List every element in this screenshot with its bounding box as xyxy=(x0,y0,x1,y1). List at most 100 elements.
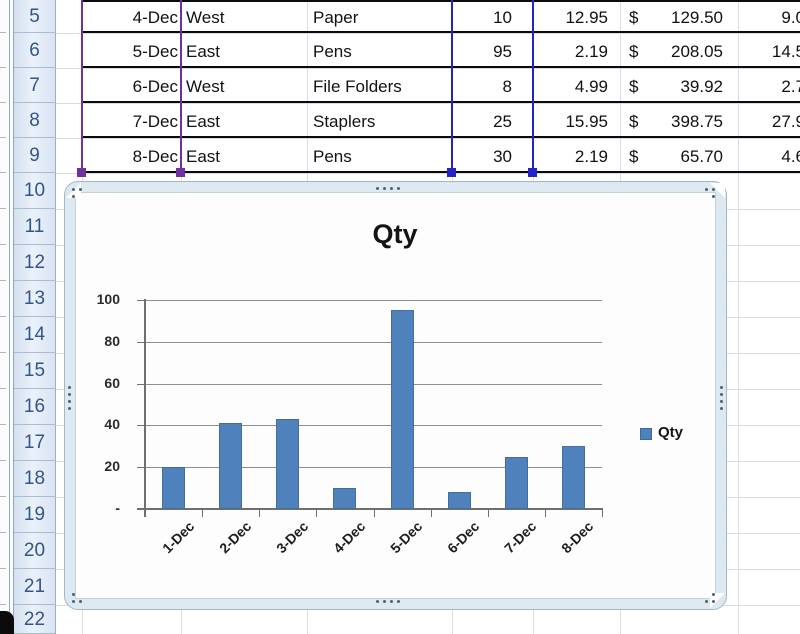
row-header-11[interactable]: 11 xyxy=(14,209,56,245)
cell-price[interactable]: 12.95 xyxy=(565,7,608,27)
row-header-18[interactable]: 18 xyxy=(14,461,56,497)
row-header-12[interactable]: 12 xyxy=(14,245,56,281)
cell-date[interactable]: 6-Dec xyxy=(132,76,178,96)
selection-handle-dot[interactable] xyxy=(712,593,715,596)
cell-qty[interactable]: 95 xyxy=(493,41,512,61)
cell-total[interactable]: 65.70 xyxy=(680,146,723,166)
chart-title[interactable]: Qty xyxy=(372,219,418,249)
cell-date[interactable]: 5-Dec xyxy=(132,41,178,61)
selection-handle-dot[interactable] xyxy=(397,187,400,190)
cell-date[interactable]: 7-Dec xyxy=(132,111,178,131)
row-header-5[interactable]: 5 xyxy=(14,0,56,33)
chart-bar-4-Dec[interactable] xyxy=(333,488,357,509)
chart-bar-3-Dec[interactable] xyxy=(276,419,300,509)
row-header-14[interactable]: 14 xyxy=(14,317,56,353)
legend-label[interactable]: Qty xyxy=(658,424,684,441)
selection-handle-dot[interactable] xyxy=(79,188,82,191)
y-axis-line xyxy=(144,299,146,517)
cell-total[interactable]: 39.92 xyxy=(680,76,723,96)
row-header-19[interactable]: 19 xyxy=(14,497,56,533)
row-header-21[interactable]: 21 xyxy=(14,569,56,605)
cell-qty[interactable]: 25 xyxy=(493,111,512,131)
selection-handle-dot[interactable] xyxy=(68,393,71,396)
selection-handle-dot[interactable] xyxy=(383,600,386,603)
selection-handle-dot[interactable] xyxy=(705,600,708,603)
table-row-border xyxy=(82,0,800,2)
cell-total[interactable]: 398.75 xyxy=(671,111,723,131)
row-header-13[interactable]: 13 xyxy=(14,281,56,317)
cell-region[interactable]: West xyxy=(186,76,225,96)
cell-extra[interactable]: 2.7 xyxy=(781,76,800,96)
selection-handle-dot[interactable] xyxy=(72,593,75,596)
cell-region[interactable]: East xyxy=(186,111,221,131)
cell-date[interactable]: 8-Dec xyxy=(132,146,178,166)
selection-handle-dot[interactable] xyxy=(68,386,71,389)
selection-handle-dot[interactable] xyxy=(68,400,71,403)
selection-handle-dot[interactable] xyxy=(720,407,723,410)
cell-total[interactable]: 129.50 xyxy=(671,7,723,27)
chart-bar-7-Dec[interactable] xyxy=(504,456,528,509)
cell-price[interactable]: 2.19 xyxy=(574,146,608,166)
row-header-17[interactable]: 17 xyxy=(14,425,56,461)
cell-region[interactable]: West xyxy=(186,7,225,27)
row-header-22[interactable]: 22 xyxy=(14,605,56,634)
selection-handle-dot[interactable] xyxy=(705,188,708,191)
cell-price[interactable]: 4.99 xyxy=(574,76,608,96)
cell-date[interactable]: 4-Dec xyxy=(132,7,178,27)
cell-region[interactable]: East xyxy=(186,146,221,166)
row-header-9[interactable]: 9 xyxy=(14,138,56,173)
cell-price[interactable]: 2.19 xyxy=(574,41,608,61)
cell-item[interactable]: Pens xyxy=(313,146,352,166)
chart-bar-2-Dec[interactable] xyxy=(219,423,243,509)
row-header-6[interactable]: 6 xyxy=(14,33,56,68)
selection-handle-dot[interactable] xyxy=(390,600,393,603)
row-header-10[interactable]: 10 xyxy=(14,173,56,209)
selection-handle-dot[interactable] xyxy=(390,187,393,190)
selection-handle-dot[interactable] xyxy=(712,188,715,191)
range-fill-handle[interactable] xyxy=(447,168,456,177)
cell-item[interactable]: Paper xyxy=(313,7,359,27)
row-header-column: 5 6 7 8 9 10 11 12 13 14 15 16 17 18 19 20 21 22 xyxy=(13,0,56,634)
selection-handle-dot[interactable] xyxy=(712,195,715,198)
selection-handle-dot[interactable] xyxy=(72,600,75,603)
row-header-8[interactable]: 8 xyxy=(14,103,56,138)
cell-extra[interactable]: 9.0 xyxy=(781,7,800,27)
row-header-20[interactable]: 20 xyxy=(14,533,56,569)
selection-handle-dot[interactable] xyxy=(383,187,386,190)
cell-region[interactable]: East xyxy=(186,41,221,61)
selection-handle-dot[interactable] xyxy=(712,600,715,603)
selection-handle-dot[interactable] xyxy=(68,407,71,410)
range-fill-handle[interactable] xyxy=(77,168,86,177)
cell-price[interactable]: 15.95 xyxy=(565,111,608,131)
range-border xyxy=(451,0,453,174)
row-header-16[interactable]: 16 xyxy=(14,389,56,425)
chart-bar-1-Dec[interactable] xyxy=(162,467,186,509)
row-header-7[interactable]: 7 xyxy=(14,68,56,103)
x-axis-tick xyxy=(316,509,318,517)
cell-item[interactable]: Staplers xyxy=(313,111,376,131)
selection-handle-dot[interactable] xyxy=(72,188,75,191)
cell-total[interactable]: 208.05 xyxy=(671,41,723,61)
row-header-15[interactable]: 15 xyxy=(14,353,56,389)
cell-extra[interactable]: 4.6 xyxy=(781,146,800,166)
cell-qty[interactable]: 8 xyxy=(502,76,512,96)
selection-handle-dot[interactable] xyxy=(79,600,82,603)
cell-item[interactable]: File Folders xyxy=(313,76,402,96)
cell-extra[interactable]: 27.9 xyxy=(771,111,800,131)
range-fill-handle[interactable] xyxy=(528,168,537,177)
selection-handle-dot[interactable] xyxy=(376,187,379,190)
range-fill-handle[interactable] xyxy=(176,168,185,177)
chart-bar-6-Dec[interactable] xyxy=(447,492,471,509)
cell-qty[interactable]: 30 xyxy=(493,146,512,166)
chart-bar-8-Dec[interactable] xyxy=(561,446,585,509)
selection-handle-dot[interactable] xyxy=(720,386,723,389)
selection-handle-dot[interactable] xyxy=(397,600,400,603)
selection-handle-dot[interactable] xyxy=(720,393,723,396)
selection-handle-dot[interactable] xyxy=(376,600,379,603)
cell-qty[interactable]: 10 xyxy=(493,7,512,27)
selection-handle-dot[interactable] xyxy=(72,195,75,198)
cell-item[interactable]: Pens xyxy=(313,41,352,61)
selection-handle-dot[interactable] xyxy=(720,400,723,403)
cell-extra[interactable]: 14.5 xyxy=(771,41,800,61)
chart-bar-5-Dec[interactable] xyxy=(390,310,414,509)
